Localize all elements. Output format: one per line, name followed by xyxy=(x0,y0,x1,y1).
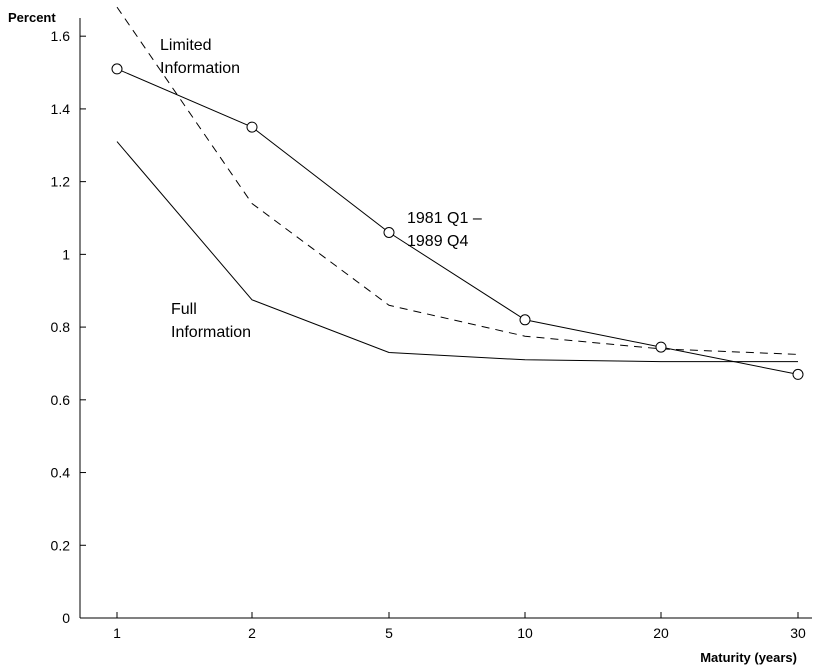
x-tick-label: 20 xyxy=(653,625,669,641)
axes xyxy=(79,18,812,619)
y-tick-label: 0.2 xyxy=(51,537,71,553)
annotation-line: 1989 Q4 xyxy=(407,233,468,250)
annotation-line: Limited xyxy=(160,37,212,54)
x-axis-title: Maturity (years) xyxy=(700,650,797,665)
x-ticks: 1 2 5 10 20 30 xyxy=(113,612,806,641)
annotation-line: 1981 Q1 – xyxy=(407,210,482,227)
series-layer xyxy=(116,6,799,375)
y-tick-label: 0.4 xyxy=(51,465,71,481)
series-line-0 xyxy=(116,141,798,363)
series-line-2 xyxy=(116,68,799,375)
marker-layer xyxy=(111,63,804,380)
annotation-line: Full xyxy=(171,301,197,318)
y-tick-label: 1.2 xyxy=(51,174,71,190)
y-axis-title: Percent xyxy=(8,10,56,25)
x-tick-label: 30 xyxy=(790,625,806,641)
annotation-line: Information xyxy=(160,60,240,77)
series-line-1 xyxy=(116,6,799,355)
x-tick-label: 5 xyxy=(385,625,393,641)
series-marker xyxy=(383,227,395,238)
y-tick-label: 0.6 xyxy=(51,392,71,408)
series-marker xyxy=(519,314,531,326)
series-marker xyxy=(792,368,804,380)
y-tick-label: 0 xyxy=(62,610,70,626)
x-tick-label: 1 xyxy=(113,625,121,641)
annotation-line: Information xyxy=(171,324,251,341)
annotation-full-information: Full Information xyxy=(171,301,251,341)
annotation-limited-information: Limited Information xyxy=(160,37,240,77)
y-tick-label: 0.8 xyxy=(51,319,71,335)
y-tick-label: 1.4 xyxy=(51,101,71,117)
y-tick-label: 1.6 xyxy=(51,28,71,44)
series-marker xyxy=(111,63,123,75)
y-tick-label: 1 xyxy=(62,246,70,262)
x-tick-label: 2 xyxy=(248,625,256,641)
series-marker xyxy=(655,341,667,353)
y-ticks: 0 0.2 0.4 0.6 0.8 1 1.2 1.4 1.6 xyxy=(51,28,86,626)
annotation-observed-period: 1981 Q1 – 1989 Q4 xyxy=(407,210,482,250)
x-tick-label: 10 xyxy=(517,625,533,641)
series-marker xyxy=(246,121,258,133)
